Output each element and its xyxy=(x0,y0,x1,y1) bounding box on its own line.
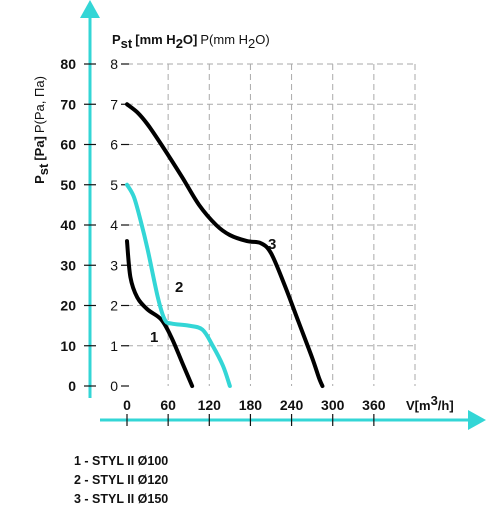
x-axis-label: V[m3/h] xyxy=(406,393,454,413)
x-tick-label: 360 xyxy=(362,397,386,413)
x-tick-label: 60 xyxy=(160,397,176,413)
y-tick-label-mm: 8 xyxy=(110,56,118,72)
series-line-1 xyxy=(125,239,195,388)
y-tick-label-pa: 50 xyxy=(60,177,76,193)
x-axis-arrow xyxy=(468,410,486,430)
series-label-2: 2 xyxy=(175,279,183,296)
y-tick-label-pa: 40 xyxy=(60,217,76,233)
y-axis-arrow xyxy=(80,0,100,18)
y-tick-label-mm: 7 xyxy=(110,96,118,112)
series-label-1: 1 xyxy=(150,329,158,346)
grid xyxy=(127,63,416,386)
y-tick-label-pa: 30 xyxy=(60,257,76,273)
y-axis-label-mm: Pst [mm H2O] P(mm H2O) xyxy=(112,32,270,51)
y-tick-label-pa: 60 xyxy=(60,137,76,153)
y-tick-label-mm: 2 xyxy=(110,298,118,314)
y-tick-label-mm: 0 xyxy=(110,378,118,394)
y-tick-label-pa: 70 xyxy=(60,96,76,112)
x-tick-label: 120 xyxy=(198,397,222,413)
legend-item-3: 3 - STYL II Ø150 xyxy=(74,492,169,506)
y-tick-label-mm: 3 xyxy=(110,257,118,273)
y-tick-label-pa: 80 xyxy=(60,56,76,72)
y-tick-label-pa: 10 xyxy=(60,338,76,354)
legend-item-2: 2 - STYL II Ø120 xyxy=(74,473,169,487)
x-tick-label: 0 xyxy=(123,397,131,413)
y-axis-label-pa: Pst[Pa]P(Pa, Па) xyxy=(32,76,51,184)
y-tick-label-mm: 5 xyxy=(110,177,118,193)
y-tick-label-mm: 4 xyxy=(110,217,118,233)
series-label-3: 3 xyxy=(268,236,276,253)
y-tick-label-pa: 0 xyxy=(68,378,76,394)
legend-item-1: 1 - STYL II Ø100 xyxy=(74,454,169,468)
x-tick-label: 180 xyxy=(239,397,263,413)
x-tick-label: 300 xyxy=(321,397,345,413)
curves: 1 2 3 xyxy=(125,102,325,388)
legend: 1 - STYL II Ø100 2 - STYL II Ø120 3 - ST… xyxy=(74,452,168,509)
series-line-3 xyxy=(125,102,325,388)
series-line-2 xyxy=(125,182,232,388)
axes xyxy=(80,0,486,430)
y-tick-label-mm: 6 xyxy=(110,137,118,153)
y-tick-label-pa: 20 xyxy=(60,298,76,314)
x-tick-label: 240 xyxy=(280,397,304,413)
y-tick-label-mm: 1 xyxy=(110,338,118,354)
